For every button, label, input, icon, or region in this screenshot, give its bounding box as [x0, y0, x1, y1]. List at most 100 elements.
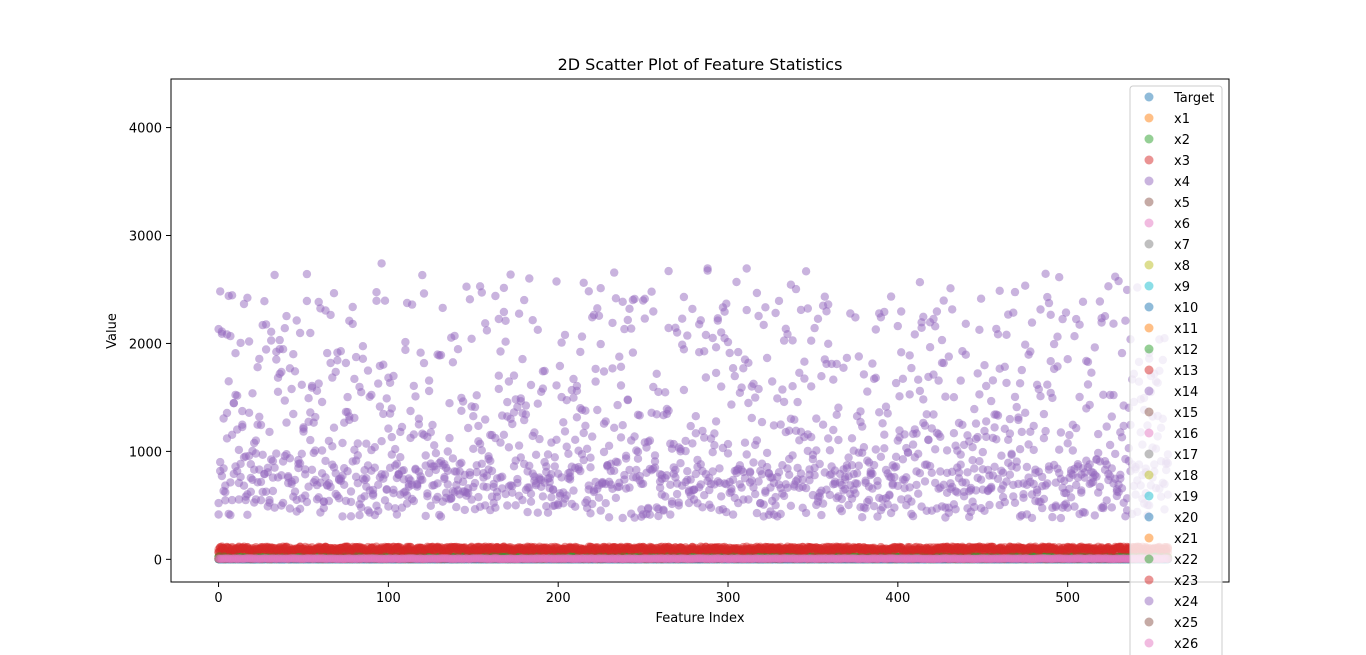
data-point	[730, 371, 739, 381]
data-point	[842, 353, 852, 363]
data-point	[625, 465, 634, 475]
data-points	[214, 259, 1173, 564]
data-point	[343, 392, 352, 402]
data-point	[1090, 511, 1100, 520]
data-point	[506, 270, 515, 279]
data-point	[891, 378, 901, 388]
data-point	[844, 453, 853, 462]
data-point	[358, 354, 368, 363]
data-point	[372, 288, 381, 297]
data-point	[754, 384, 763, 394]
data-point	[321, 456, 330, 466]
data-point	[700, 433, 709, 442]
data-point	[469, 412, 478, 421]
data-point	[317, 446, 327, 455]
data-point	[681, 436, 690, 446]
data-point	[708, 467, 717, 476]
data-point	[813, 314, 823, 323]
data-point	[711, 417, 721, 426]
data-point	[1002, 378, 1011, 388]
data-point	[421, 451, 430, 460]
data-point	[222, 408, 232, 418]
data-point	[744, 398, 753, 408]
data-point	[350, 374, 359, 384]
data-point	[594, 493, 604, 502]
data-point	[990, 462, 999, 471]
data-point	[751, 489, 760, 499]
data-point	[812, 414, 821, 423]
data-point	[633, 454, 643, 463]
data-point	[666, 480, 675, 489]
data-point	[239, 299, 249, 309]
data-point	[297, 380, 306, 389]
data-point	[771, 308, 780, 318]
data-point	[431, 449, 441, 458]
data-point	[338, 512, 347, 521]
data-point	[588, 432, 597, 441]
data-point	[997, 451, 1006, 460]
data-point	[942, 446, 952, 455]
data-point	[715, 464, 724, 473]
data-point	[564, 449, 573, 458]
data-point	[1107, 412, 1117, 421]
data-point	[742, 305, 751, 315]
data-point	[1010, 498, 1020, 507]
data-point	[445, 433, 454, 443]
data-point	[280, 324, 289, 333]
data-point	[975, 390, 984, 399]
data-point	[956, 376, 965, 385]
data-point	[557, 338, 566, 347]
data-point	[783, 483, 792, 492]
data-point	[762, 448, 772, 458]
data-point	[581, 421, 590, 430]
data-point	[803, 304, 812, 313]
data-point	[725, 348, 734, 358]
data-point	[1048, 512, 1057, 522]
data-point	[333, 356, 342, 365]
data-point	[231, 349, 240, 358]
data-point	[244, 337, 254, 346]
data-point	[817, 372, 826, 381]
data-point	[971, 419, 981, 428]
data-point	[723, 337, 733, 347]
data-point	[419, 358, 429, 368]
data-point	[908, 440, 918, 449]
data-point	[501, 316, 510, 325]
data-point	[779, 336, 789, 345]
data-point	[596, 506, 605, 515]
data-point	[752, 288, 762, 298]
data-point	[377, 437, 386, 446]
data-point	[1111, 449, 1120, 459]
data-point	[477, 288, 486, 297]
data-point	[691, 429, 700, 438]
data-point	[481, 415, 490, 424]
data-point	[406, 406, 415, 416]
data-point	[1038, 503, 1047, 513]
data-point	[1043, 380, 1052, 389]
data-point	[457, 406, 466, 415]
data-point	[1017, 427, 1026, 437]
data-point	[914, 449, 923, 458]
data-point	[503, 501, 512, 510]
data-point	[1039, 409, 1049, 419]
data-point	[374, 480, 383, 489]
data-point	[586, 463, 595, 472]
data-point	[949, 429, 959, 438]
data-point	[898, 455, 908, 464]
data-point	[382, 394, 391, 403]
data-point	[511, 501, 520, 510]
data-point	[275, 335, 284, 345]
data-point	[881, 402, 891, 411]
data-point	[424, 468, 434, 478]
data-point	[448, 454, 458, 463]
data-point	[499, 307, 509, 317]
data-point	[613, 400, 622, 410]
data-point	[1085, 400, 1094, 410]
data-point	[785, 470, 794, 479]
data-point	[616, 433, 626, 442]
data-point	[397, 422, 407, 432]
data-point	[474, 421, 483, 431]
data-point	[1068, 446, 1078, 455]
data-point	[800, 357, 809, 366]
data-point	[533, 325, 542, 334]
